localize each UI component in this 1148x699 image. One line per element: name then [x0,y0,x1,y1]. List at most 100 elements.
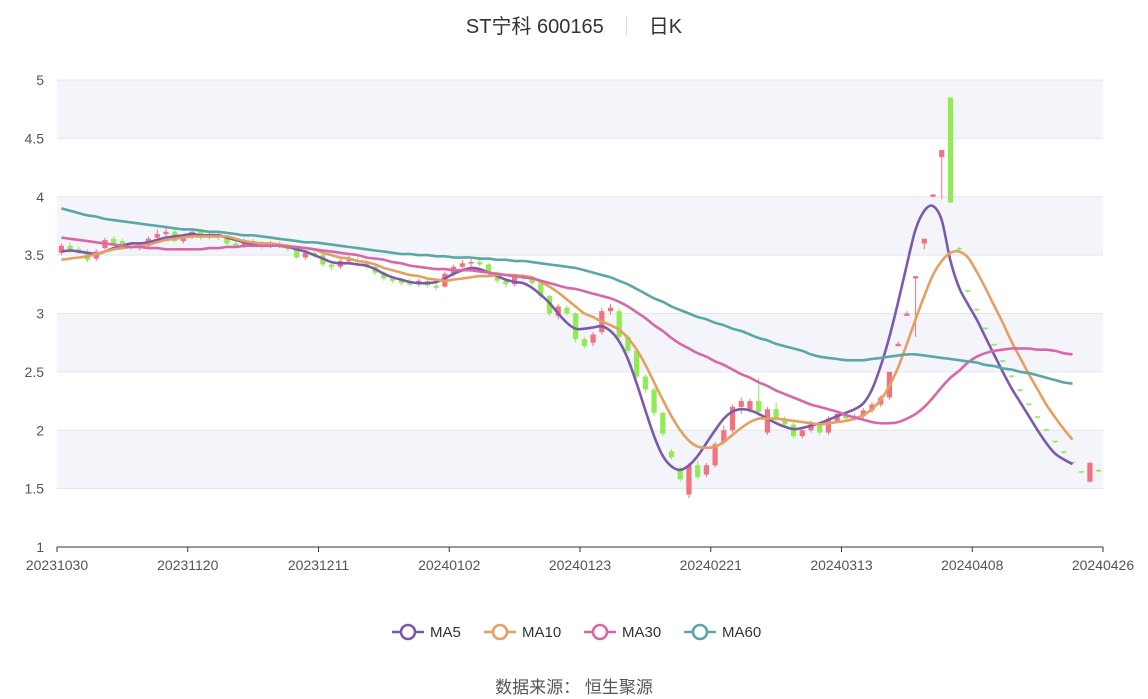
candle-down [1017,389,1023,392]
grid-lines [57,79,1103,548]
candle-body [407,283,413,285]
y-axis: 1 1.5 2 2.5 3 3.5 4 4.5 5 [25,72,45,555]
candle-up [930,194,936,197]
candle-body [538,283,544,296]
candle-down [642,374,648,393]
x-tick-label: 20240408 [941,557,1004,573]
x-tick-label: 20240426 [1072,557,1135,573]
candle-body [1069,461,1076,464]
candle-down [634,348,640,379]
candle-body [1052,440,1058,443]
candle-body [965,290,971,292]
chart-title: ST宁科 600165 日K [0,10,1148,39]
candle-down [581,336,587,349]
candle-down [1000,360,1006,363]
legend-marker-icon [691,623,709,641]
candle-up [686,462,692,498]
candle-body [477,262,483,265]
candle-body [686,465,692,495]
candle-body [512,276,518,285]
source-label: 数据来源： [495,678,581,697]
candle-up [590,332,596,347]
candle-body [712,444,718,466]
candle-down [668,448,675,460]
candle-down [477,259,483,267]
candle-down [1008,375,1015,378]
candle-body [625,336,631,351]
candle-body [930,194,936,197]
candle-body [808,424,814,431]
candle-body [729,406,736,431]
x-tick-label: 20240221 [680,557,743,573]
candle-body [564,307,570,314]
y-tick-label: 2.5 [25,364,45,380]
candle-body [1000,360,1006,362]
candle-body [782,418,788,425]
ma-lines [61,204,1074,472]
candle-down [991,343,997,347]
candle-up [939,150,945,200]
candle-down [956,246,962,251]
candle-body [224,236,230,244]
candle-down [616,308,622,340]
candle-up [607,304,614,315]
legend-item-ma60: MA60 [684,623,761,641]
x-tick-label: 20231030 [26,557,89,573]
candle-body [773,409,779,419]
candle-down [947,97,954,203]
legend-label: MA5 [430,624,461,641]
y-tick-label: 4.5 [25,130,45,146]
legend-item-ma10: MA10 [484,623,561,641]
title-divider [625,17,627,35]
candle-down [965,290,971,293]
candle-body [163,231,169,235]
candle-body [677,468,683,480]
candle-body [973,308,980,311]
legend-marker-icon [399,623,417,641]
candle-body [895,343,901,347]
period-label: 日K [648,16,683,38]
candle-body [233,243,239,246]
candle-body [459,263,465,267]
candle-body [154,234,160,238]
candle-body [503,280,509,285]
candle-body [111,238,117,244]
candle-up [1087,461,1093,483]
candle-body [1043,429,1049,431]
candle-body [756,401,762,412]
candle-body [738,401,744,407]
candle-down [564,305,570,316]
candle-body [590,334,596,343]
candle-body [1035,416,1041,418]
candle-up [912,276,919,337]
candle-body [764,409,771,433]
candle-body [573,313,579,340]
candle-down [433,283,439,291]
candle-body [346,259,352,262]
y-tick-label: 1.5 [25,481,45,497]
candle-up [738,397,744,414]
grid-band [57,80,1103,139]
candle-body [529,278,535,284]
candle-up [58,243,64,256]
candle-body [651,389,657,413]
candle-up [764,406,771,435]
ma-line-ma30 [61,236,1073,425]
legend-label: MA60 [722,624,761,641]
candle-up [163,227,169,237]
grid-band [57,430,1103,489]
candle-body [695,465,701,477]
grid-bands [57,80,1103,489]
candle-up [904,311,910,316]
candle-down [660,411,666,437]
legend-item-ma30: MA30 [584,623,661,641]
candle-down [1052,440,1058,444]
candle-body [982,327,988,330]
candle-body [398,280,404,284]
x-tick-label: 20231120 [157,557,218,573]
candle-up [154,229,160,240]
candle-body [616,311,622,337]
candle-body [328,264,335,267]
legend: MA5 MA10 MA30 MA60 [392,623,761,641]
candlestick-chart: 1 1.5 2 2.5 3 3.5 4 4.5 5 20231030 20231120 202312… [25,72,1135,641]
